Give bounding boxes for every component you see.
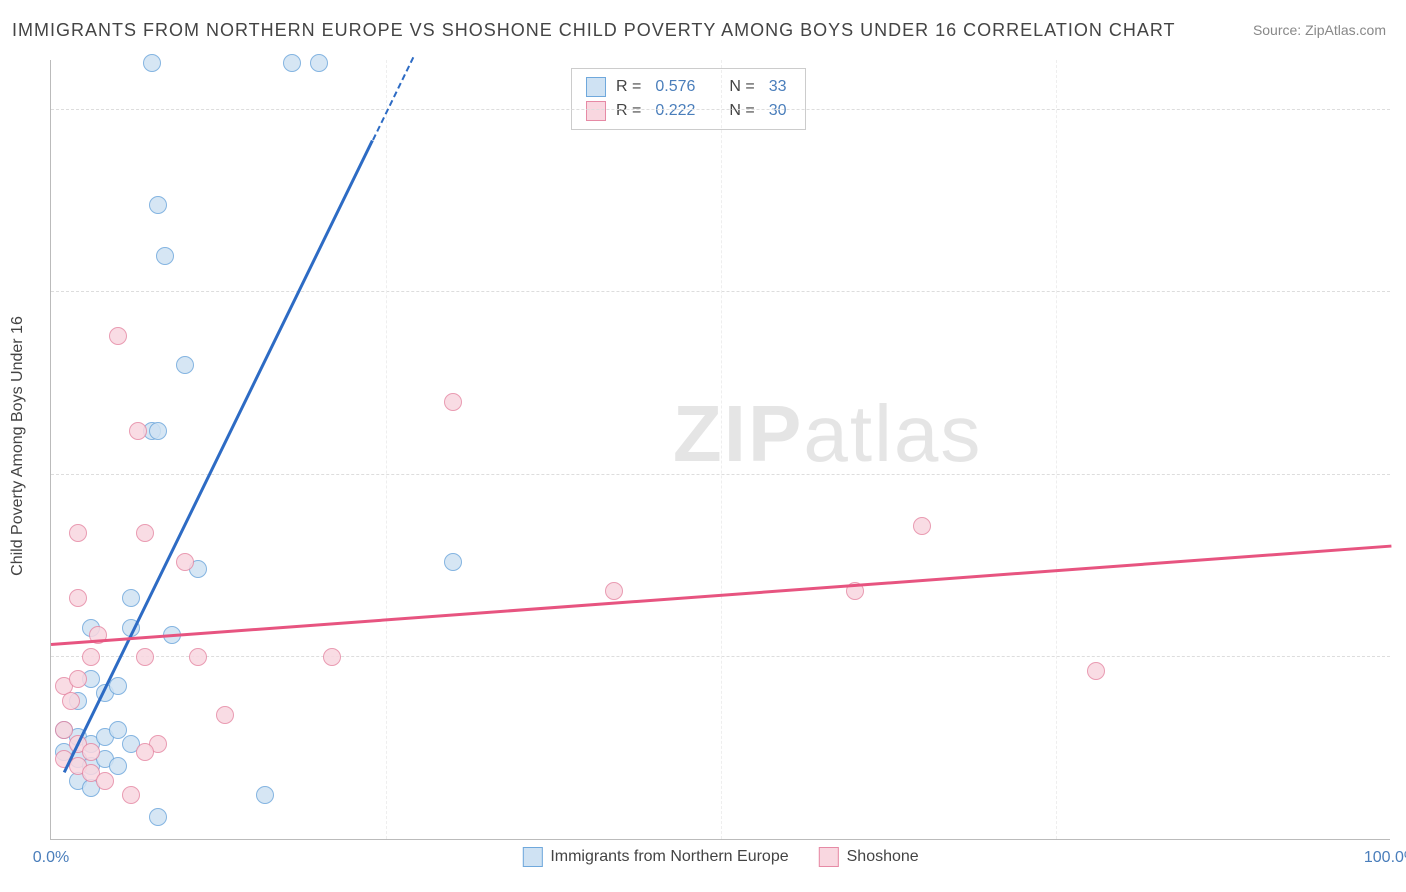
watermark: ZIPatlas xyxy=(673,388,982,480)
scatter-point xyxy=(69,670,87,688)
n-value: 33 xyxy=(769,78,787,96)
scatter-point xyxy=(136,524,154,542)
scatter-point xyxy=(444,553,462,571)
legend-label: Shoshone xyxy=(847,848,919,866)
y-tick-label: 25.0% xyxy=(1400,630,1406,648)
y-tick-label: 100.0% xyxy=(1400,83,1406,101)
y-tick-label: 75.0% xyxy=(1400,265,1406,283)
scatter-point xyxy=(176,553,194,571)
scatter-point xyxy=(283,54,301,72)
scatter-point xyxy=(122,589,140,607)
r-value: 0.576 xyxy=(655,78,695,96)
source-link[interactable]: ZipAtlas.com xyxy=(1305,22,1386,38)
legend-swatch-series2 xyxy=(586,101,606,121)
plot-area: ZIPatlas R = 0.576 N = 33 R = 0.222 N = … xyxy=(50,60,1390,840)
x-tick-label: 0.0% xyxy=(33,849,69,867)
scatter-point xyxy=(96,772,114,790)
scatter-point xyxy=(149,196,167,214)
trend-line xyxy=(372,58,414,141)
bottom-legend-item-2: Shoshone xyxy=(819,847,919,867)
scatter-point xyxy=(256,786,274,804)
n-label: N = xyxy=(729,78,754,96)
r-label: R = xyxy=(616,102,641,120)
gridline-v xyxy=(386,60,387,839)
scatter-point xyxy=(109,721,127,739)
legend-label: Immigrants from Northern Europe xyxy=(550,848,788,866)
scatter-point xyxy=(109,327,127,345)
scatter-point xyxy=(109,677,127,695)
r-value: 0.222 xyxy=(655,102,695,120)
legend-row-series2: R = 0.222 N = 30 xyxy=(586,99,791,123)
chart-source: Source: ZipAtlas.com xyxy=(1253,22,1386,38)
scatter-point xyxy=(444,393,462,411)
scatter-point xyxy=(189,648,207,666)
scatter-point xyxy=(1087,662,1105,680)
y-tick-label: 50.0% xyxy=(1400,448,1406,466)
legend-row-series1: R = 0.576 N = 33 xyxy=(586,75,791,99)
scatter-point xyxy=(156,247,174,265)
bottom-legend-item-1: Immigrants from Northern Europe xyxy=(522,847,788,867)
trend-line xyxy=(63,140,373,773)
scatter-point xyxy=(82,648,100,666)
scatter-point xyxy=(149,808,167,826)
scatter-point xyxy=(149,422,167,440)
scatter-point xyxy=(176,356,194,374)
scatter-point xyxy=(69,524,87,542)
scatter-point xyxy=(143,54,161,72)
scatter-point xyxy=(69,589,87,607)
scatter-point xyxy=(136,743,154,761)
y-axis-label: Child Poverty Among Boys Under 16 xyxy=(9,316,27,576)
x-tick-label: 100.0% xyxy=(1364,849,1406,867)
gridline-v xyxy=(721,60,722,839)
stats-legend: R = 0.576 N = 33 R = 0.222 N = 30 xyxy=(571,68,806,130)
scatter-point xyxy=(136,648,154,666)
scatter-point xyxy=(605,582,623,600)
legend-swatch xyxy=(522,847,542,867)
scatter-point xyxy=(310,54,328,72)
scatter-point xyxy=(122,786,140,804)
legend-swatch-series1 xyxy=(586,77,606,97)
bottom-legend: Immigrants from Northern Europe Shoshone xyxy=(522,847,918,867)
scatter-point xyxy=(216,706,234,724)
gridline-v xyxy=(1056,60,1057,839)
n-label: N = xyxy=(729,102,754,120)
chart-title: IMMIGRANTS FROM NORTHERN EUROPE VS SHOSH… xyxy=(12,20,1176,41)
scatter-point xyxy=(323,648,341,666)
scatter-point xyxy=(55,721,73,739)
scatter-point xyxy=(129,422,147,440)
source-label: Source: xyxy=(1253,22,1305,38)
n-value: 30 xyxy=(769,102,787,120)
correlation-chart: IMMIGRANTS FROM NORTHERN EUROPE VS SHOSH… xyxy=(0,0,1406,892)
r-label: R = xyxy=(616,78,641,96)
scatter-point xyxy=(913,517,931,535)
legend-swatch xyxy=(819,847,839,867)
scatter-point xyxy=(82,743,100,761)
scatter-point xyxy=(62,692,80,710)
scatter-point xyxy=(109,757,127,775)
